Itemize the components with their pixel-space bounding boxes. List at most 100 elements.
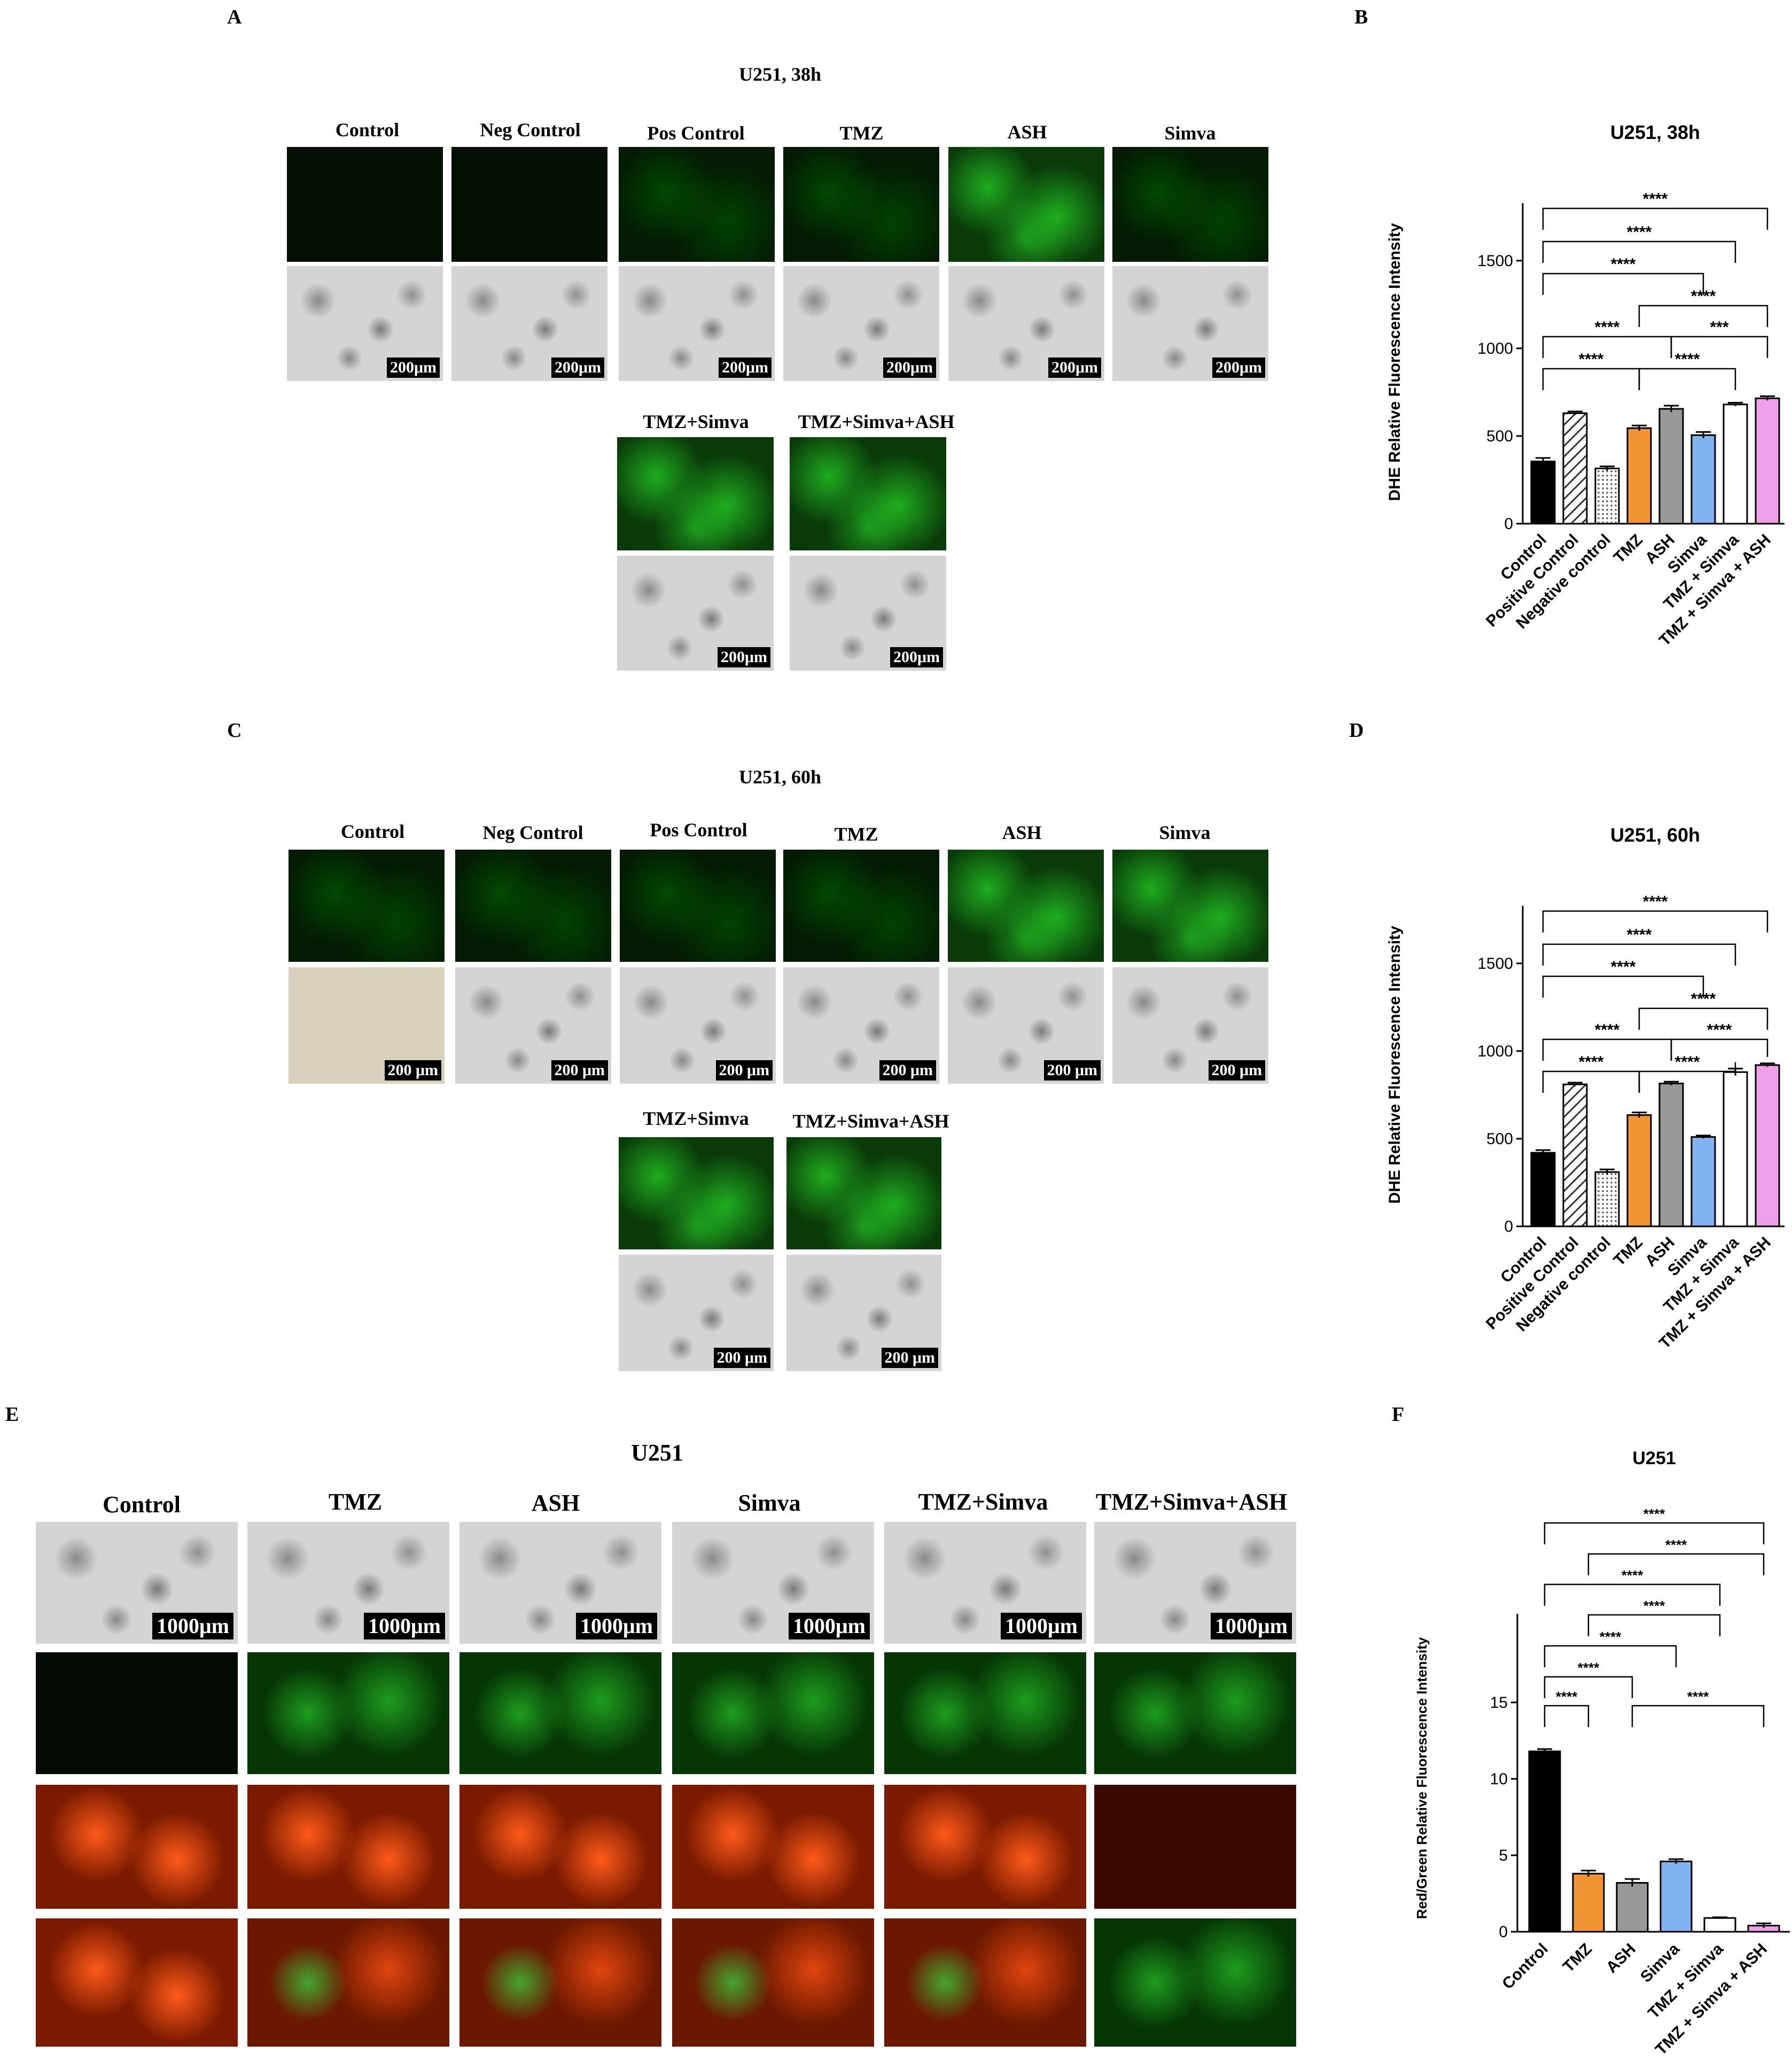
scale-bar: 200 μm [551, 1060, 608, 1080]
significance-label: **** [1627, 223, 1652, 241]
panel-e-green-simva [672, 1652, 874, 1774]
bar-tmz-simva [1703, 1917, 1736, 1933]
scale-bar: 1000μm [152, 1613, 233, 1639]
bar-simva [1690, 1136, 1716, 1227]
panel-letter-d: D [1349, 719, 1364, 742]
significance-label: **** [1691, 990, 1716, 1008]
panel-c-fluorescence-tmz-simva [619, 1137, 774, 1249]
significance-label: **** [1579, 351, 1604, 368]
y-tick-label: 500 [1486, 1130, 1513, 1148]
y-tick-label: 1500 [1477, 252, 1513, 270]
panel-e-brightfield-simva: 1000μm [672, 1522, 874, 1644]
significance-label: **** [1600, 1629, 1622, 1645]
chart-d: U251, 60h DHE Relative Fluorescence Inten… [1386, 824, 1785, 1352]
chart-title: U251, 60h [1610, 824, 1700, 846]
bar-tmz-simva [1723, 1071, 1748, 1227]
significance-label: **** [1578, 1660, 1600, 1676]
scale-bar: 200μm [387, 357, 440, 378]
scale-bar: 1000μm [576, 1613, 657, 1639]
significance-label: **** [1595, 1021, 1620, 1039]
panel-a-label-simva: Simva [1164, 122, 1216, 144]
scale-bar: 200μm [1048, 357, 1101, 378]
panel-e-label-control: Control [103, 1491, 181, 1518]
scale-bar: 200μm [890, 647, 943, 667]
scale-bar: 1000μm [1001, 1613, 1082, 1639]
significance-bracket [1542, 336, 1672, 358]
scale-bar: 200 μm [1043, 1060, 1101, 1080]
panel-c-brightfield-tmz: 200 μm [783, 967, 939, 1084]
panel-e-label-tmz-simva: TMZ+Simva [918, 1489, 1048, 1515]
panel-a-title: U251, 38h [738, 64, 822, 85]
x-tick-label: ASH [1603, 1940, 1639, 1977]
significance-label: **** [1643, 190, 1668, 208]
significance-label: **** [1675, 1053, 1700, 1071]
significance-bracket [1542, 240, 1736, 263]
bar-tmz [1626, 427, 1652, 525]
x-tick-label: TMZ [1610, 531, 1646, 567]
panel-c-fluorescence-control [289, 850, 445, 962]
scale-bar: 200 μm [713, 1348, 770, 1368]
panel-e-label-simva: Simva [738, 1490, 801, 1516]
panel-e-brightfield-control: 1000μm [36, 1522, 238, 1644]
significance-label: **** [1622, 1567, 1643, 1583]
panel-c-fluorescence-simva [1112, 850, 1268, 962]
panel-e-green-tmz [247, 1652, 449, 1774]
significance-bracket [1587, 1553, 1765, 1575]
panel-e-merge-tmz [247, 1918, 449, 2047]
significance-bracket [1670, 1038, 1768, 1061]
bar-ash [1616, 1882, 1649, 1933]
panel-letter-f: F [1392, 1403, 1405, 1426]
y-axis-label: Red/Green Relative Fluorescence Intensit… [1414, 1637, 1430, 1919]
scale-bar: 1000μm [1211, 1613, 1292, 1639]
chart-title: U251 [1632, 1448, 1676, 1468]
panel-e-green-ash [459, 1652, 661, 1774]
significance-bracket [1544, 1522, 1765, 1544]
scale-bar: 200 μm [1208, 1060, 1265, 1080]
panel-c-fluorescence-neg-control [455, 850, 611, 962]
significance-bracket [1544, 1583, 1721, 1606]
panel-c-label-pos-control: Pos Control [650, 819, 747, 841]
scale-bar: 200μm [551, 357, 604, 378]
significance-label: **** [1556, 1689, 1578, 1705]
significance-label: **** [1579, 1053, 1604, 1071]
panel-letter-e: E [5, 1403, 19, 1426]
x-tick-label: Control [1499, 1940, 1552, 1993]
panel-c-brightfield-control: 200 μm [289, 967, 445, 1084]
panel-e-title: U251 [631, 1440, 683, 1466]
panel-a-fluorescence-pos-control [619, 147, 775, 262]
scale-bar: 200μm [719, 357, 772, 378]
bar-tmz [1572, 1872, 1605, 1933]
panel-a-brightfield-tmz: 200μm [783, 266, 939, 381]
panel-a-label-ash: ASH [1007, 121, 1047, 143]
bar-simva [1690, 434, 1716, 525]
panel-e-merge-ash [459, 1918, 661, 2047]
bar-positive-control [1562, 412, 1588, 525]
panel-e-brightfield-ash: 1000μm [459, 1522, 661, 1644]
panel-e-brightfield-tmz-simva-ash: 1000μm [1094, 1522, 1296, 1644]
bar-negative-control [1594, 468, 1620, 525]
panel-a-brightfield-control: 200μm [287, 266, 443, 381]
bar-tmz-simva-ash [1755, 397, 1780, 525]
significance-bracket [1544, 1705, 1590, 1727]
panel-c-label-neg-control: Neg Control [482, 822, 583, 843]
panel-e-merge-control [36, 1918, 238, 2047]
significance-bracket [1542, 1038, 1672, 1061]
significance-bracket [1638, 1062, 1736, 1093]
significance-bracket [1542, 943, 1736, 966]
panel-a-label-tmz-simva: TMZ+Simva [643, 411, 749, 432]
panel-a-brightfield-pos-control: 200μm [619, 266, 775, 381]
panel-e-label-ash: ASH [531, 1490, 580, 1516]
significance-bracket [1544, 1645, 1677, 1667]
significance-label: **** [1691, 287, 1716, 305]
significance-label: **** [1611, 958, 1636, 976]
scale-bar: 200μm [883, 357, 936, 378]
significance-bracket [1542, 1070, 1640, 1093]
panel-a-fluorescence-control [287, 147, 443, 262]
scale-bar: 200 μm [881, 1348, 938, 1368]
significance-bracket [1631, 1705, 1765, 1727]
x-tick-label: TMZ [1610, 1234, 1646, 1270]
bar-negative-control [1594, 1171, 1620, 1227]
y-tick-label: 1000 [1477, 1043, 1513, 1060]
y-tick-label: 500 [1486, 427, 1513, 445]
panel-e-green-tmz-simva [884, 1652, 1086, 1774]
